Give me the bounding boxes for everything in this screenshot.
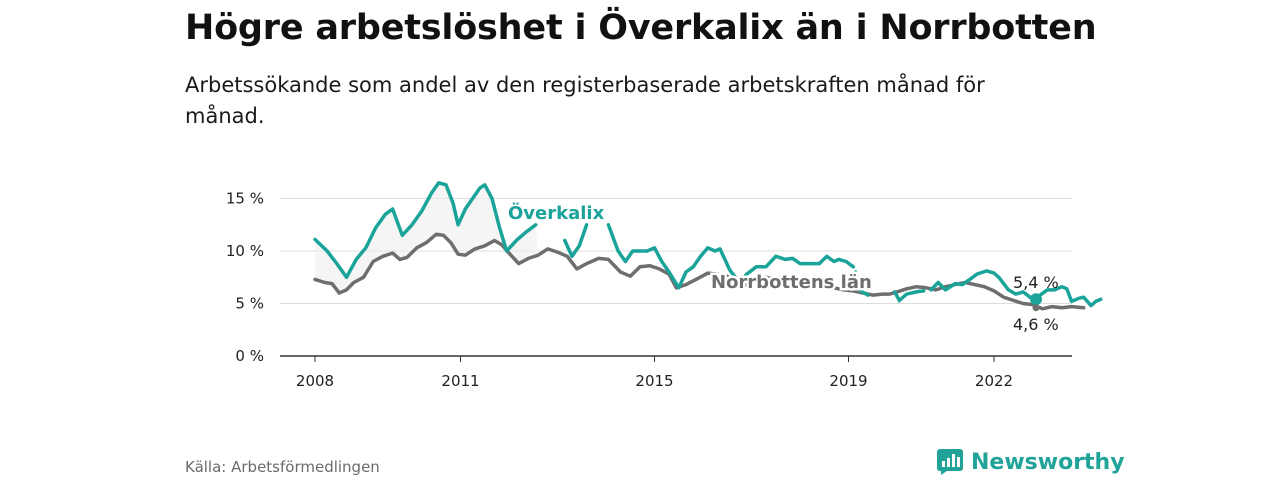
y-tick-label: 5 %	[235, 295, 264, 313]
x-tick-label: 2008	[296, 372, 334, 390]
end-value-norrbotten: 4,6 %	[1013, 315, 1059, 334]
y-tick-label: 10 %	[226, 242, 264, 260]
endpoint-norrbotten	[1032, 304, 1040, 312]
series-label-norrbotten: Norrbottens län	[711, 272, 872, 293]
y-tick-label: 0 %	[235, 347, 264, 365]
series-line-overkalix-tail	[929, 269, 1103, 308]
x-tick-label: 2019	[829, 372, 867, 390]
endpoint-overkalix	[1030, 293, 1042, 306]
series-line-overkalix-fragment	[892, 289, 926, 304]
chart-title: Högre arbetslöshet i Överkalix än i Norr…	[185, 8, 1097, 48]
chart-subtitle: Arbetssökande som andel av den registerb…	[185, 73, 985, 128]
y-tick-label: 15 %	[226, 190, 264, 208]
brand-name: Newsworthy	[971, 449, 1125, 475]
end-value-overkalix: 5,4 %	[1013, 273, 1059, 292]
series-label-overkalix: Överkalix	[508, 202, 605, 224]
series-line-overkalix-fragment	[854, 270, 870, 297]
brand[interactable]: Newsworthy	[937, 449, 1125, 475]
series-line-overkalix	[313, 181, 856, 290]
x-tick-label: 2011	[441, 372, 479, 390]
x-tick-label: 2022	[975, 372, 1013, 390]
newsworthy-logo-icon	[937, 449, 963, 475]
series-line-norrbotten	[313, 232, 1086, 311]
x-tick-label: 2015	[635, 372, 673, 390]
source-label: Källa: Arbetsförmedlingen	[185, 458, 380, 476]
